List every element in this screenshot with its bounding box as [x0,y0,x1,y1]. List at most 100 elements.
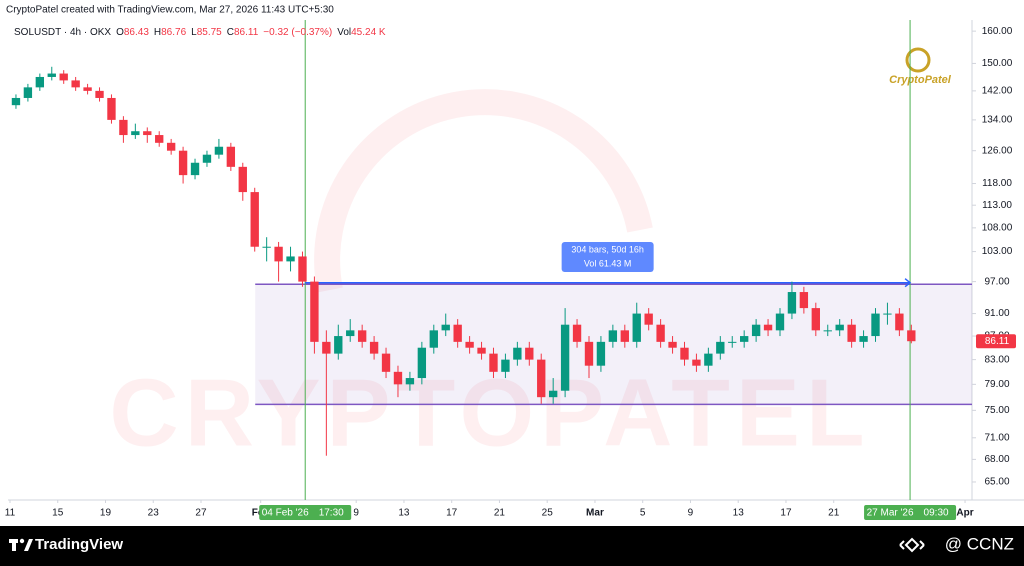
measure-arrowhead [904,278,912,288]
y-tick-label: 134.00 [982,115,1013,126]
candle-body [811,308,820,331]
y-tick-label: 103.00 [982,246,1013,257]
measure-volume: Vol 61.43 M [584,258,632,268]
candle-body [238,166,247,193]
legend-key: O [116,27,124,38]
candle-body [71,80,80,88]
candle-body [166,142,176,151]
candle-body [656,324,665,342]
candle-body [357,330,367,342]
watermark-arc [314,89,653,293]
footer-brand: TradingView [35,536,123,553]
y-tick-label: 75.00 [984,405,1009,416]
x-tick-label: 13 [398,508,410,519]
candle-body [119,119,128,136]
candle-body [620,330,629,342]
candle-body [704,353,713,366]
candle-body [596,341,606,366]
y-tick-label: 142.00 [982,86,1013,97]
price-label-bg [976,334,1016,349]
marker-time: 17:30 [319,508,344,519]
candle-body [525,347,534,360]
legend-value: 85.75 [197,27,222,38]
candle-body [895,313,904,331]
candle-body [155,135,164,143]
candle-body [298,256,307,282]
footer-band [0,526,1024,566]
x-tick-label: 9 [353,508,359,519]
x-tick-label: 19 [100,508,112,519]
candle-body [859,336,868,342]
candle-body [728,341,737,343]
logo-text: CryptoPatel [889,74,952,86]
candle-body [226,146,236,167]
x-tick-label: 23 [148,508,160,519]
watermark-text: CRYPTOPATEL [109,359,870,466]
candle-body [202,154,212,163]
range-box [255,284,972,405]
candle-body [560,324,570,391]
x-tick-label: Mar [586,508,604,519]
candle-body [250,192,259,247]
candle-body [178,150,188,176]
x-tick-label: 17 [780,508,792,519]
candle-body [35,76,45,88]
legend-value: 86.43 [124,27,149,38]
candle-body [262,246,271,248]
legend-change: −0.32 (−0.37%) [263,27,332,38]
legend-volume-key: Vol [337,27,351,38]
candle-body [369,341,379,354]
candle-body [83,87,92,91]
legend-key: C [227,27,234,38]
x-tick-label: 15 [52,508,64,519]
legend-key: H [154,27,161,38]
candle-body [740,336,749,342]
candle-body [835,324,844,331]
candle-body [632,313,641,342]
candle-body [47,73,56,77]
x-tick-label: 9 [688,508,694,519]
price-label: 86.11 [985,336,1010,347]
candle-body [405,378,415,385]
logo-mark [905,47,931,73]
y-tick-label: 150.00 [982,58,1013,69]
y-tick-label: 79.00 [984,379,1009,390]
y-tick-label: 97.00 [984,276,1009,287]
candle-body [59,73,68,81]
candle-body [644,313,653,325]
candle-body [513,347,522,360]
candle-body [310,281,319,342]
candle-body [393,371,403,385]
marker-date: 04 Feb '26 [262,508,309,519]
credit-icon [899,537,925,553]
candle-body [823,330,832,332]
measure-label-bg [561,242,654,272]
legend-value: 86.11 [234,27,259,38]
candle-body [763,324,773,331]
y-tick-label: 118.00 [982,178,1012,189]
candle-body [692,359,701,366]
y-tick-label: 91.00 [984,308,1009,319]
candle-body [883,313,892,315]
x-tick-label: 27 [195,508,207,519]
x-tick-label: 5 [640,508,646,519]
candle-body [847,324,856,342]
candle-body [346,330,355,337]
candle-body [548,390,558,398]
candle-body [429,330,438,348]
x-tick-label: 13 [733,508,745,519]
footer-credit: @ CCNZ [945,534,1014,553]
marker-label-bg [864,505,957,520]
x-tick-label: 21 [494,508,506,519]
y-tick-label: 160.00 [982,26,1013,37]
legend-volume: 45.24 K [351,27,386,38]
marker-time: 09:30 [924,508,949,519]
candle-body [668,341,677,348]
candle-body [143,131,152,136]
candle-body [871,313,880,337]
y-tick-label: 68.00 [984,454,1009,465]
candle-body [23,87,33,98]
legend-key: L [191,27,197,38]
